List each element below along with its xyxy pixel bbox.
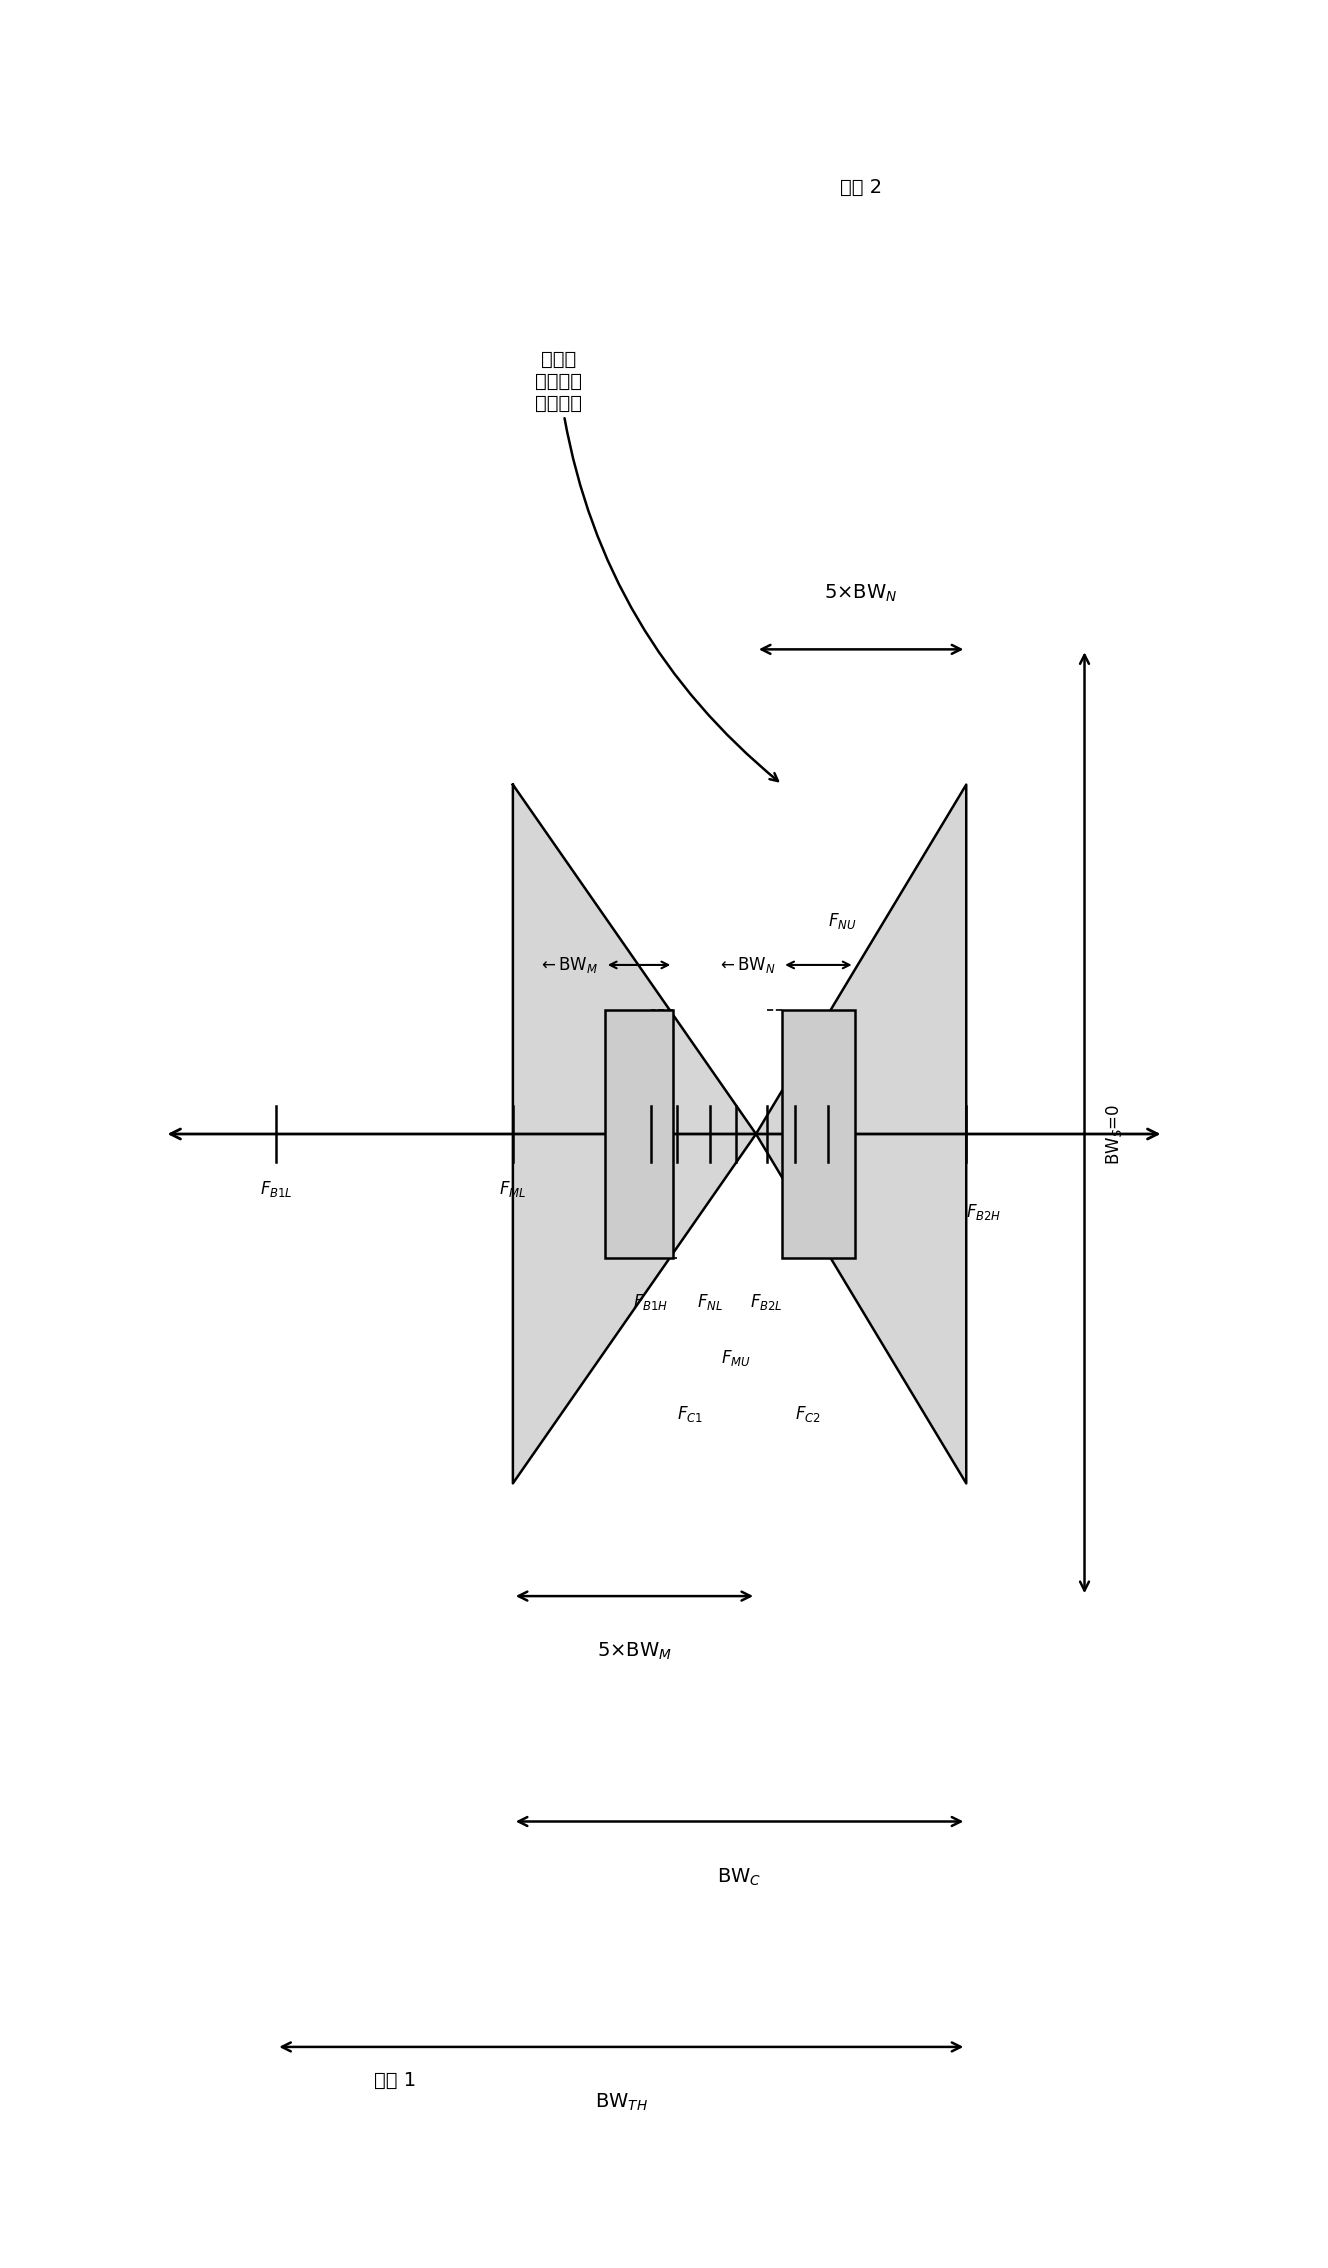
Polygon shape (513, 785, 756, 1483)
Text: $F_{B2H}$: $F_{B2H}$ (967, 1202, 1001, 1222)
Text: $F_{B1L}$: $F_{B1L}$ (260, 1179, 292, 1200)
Text: $F_{C1}$: $F_{C1}$ (677, 1404, 704, 1424)
Text: $F_{C2}$: $F_{C2}$ (795, 1404, 821, 1424)
Text: $F_{B1H}$: $F_{B1H}$ (633, 1293, 668, 1311)
Text: 归因于
预失真的
带宽扩展: 归因于 预失真的 带宽扩展 (535, 349, 778, 780)
Text: $\leftarrow$BW$_M$: $\leftarrow$BW$_M$ (538, 955, 599, 975)
Text: $F_{NU}$: $F_{NU}$ (829, 912, 857, 932)
Polygon shape (756, 785, 967, 1483)
Text: BW$_S$=0: BW$_S$=0 (1104, 1102, 1125, 1166)
Text: $F_{MU}$: $F_{MU}$ (721, 1347, 752, 1368)
Text: $\leftarrow$BW$_N$: $\leftarrow$BW$_N$ (717, 955, 776, 975)
Text: $F_{B2L}$: $F_{B2L}$ (750, 1293, 784, 1311)
Text: $F_{NL}$: $F_{NL}$ (697, 1293, 722, 1311)
Text: 频带 1: 频带 1 (373, 2071, 416, 2091)
Text: 频带 2: 频带 2 (841, 177, 882, 197)
Text: 5$\times$BW$_M$: 5$\times$BW$_M$ (598, 1642, 672, 1662)
Bar (782, 1009, 854, 1259)
Text: BW$_{TH}$: BW$_{TH}$ (595, 2091, 648, 2114)
Text: $F_{ML}$: $F_{ML}$ (499, 1179, 527, 1200)
Bar (604, 1009, 673, 1259)
Text: 5$\times$BW$_N$: 5$\times$BW$_N$ (825, 583, 898, 603)
Text: BW$_C$: BW$_C$ (717, 1867, 762, 1887)
